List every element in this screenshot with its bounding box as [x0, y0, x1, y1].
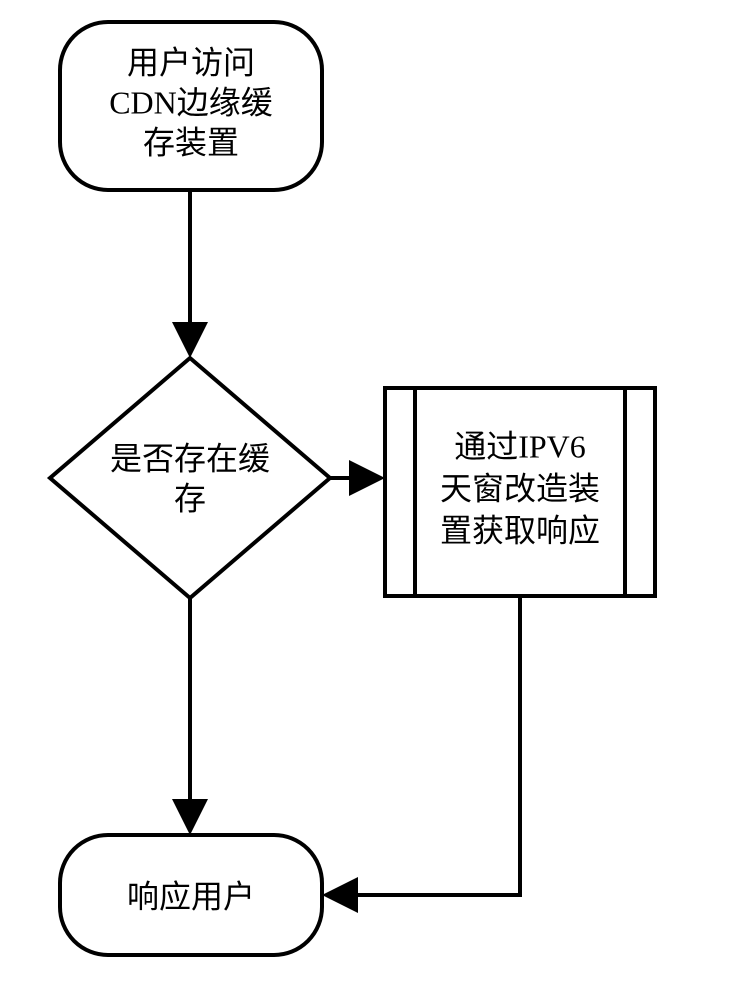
decision-text-1: 是否存在缓: [110, 440, 270, 476]
process-text-3: 置获取响应: [440, 512, 600, 548]
decision-text-2: 存: [174, 480, 206, 516]
end-node: 响应用户: [60, 835, 322, 955]
process-node: 通过IPV6 天窗改造装 置获取响应: [385, 388, 655, 596]
start-text-3: 存装置: [143, 124, 239, 160]
start-text-1: 用户访问: [127, 44, 255, 80]
end-text-1: 响应用户: [127, 878, 255, 914]
process-text-2: 天窗改造装: [440, 470, 600, 506]
decision-shape: [50, 358, 330, 598]
process-text-1: 通过IPV6: [454, 428, 586, 464]
start-text-2: CDN边缘缓: [109, 84, 273, 120]
decision-node: 是否存在缓 存: [50, 358, 330, 598]
start-node: 用户访问 CDN边缘缓 存装置: [60, 22, 322, 190]
edge-process-to-end: [328, 596, 520, 895]
